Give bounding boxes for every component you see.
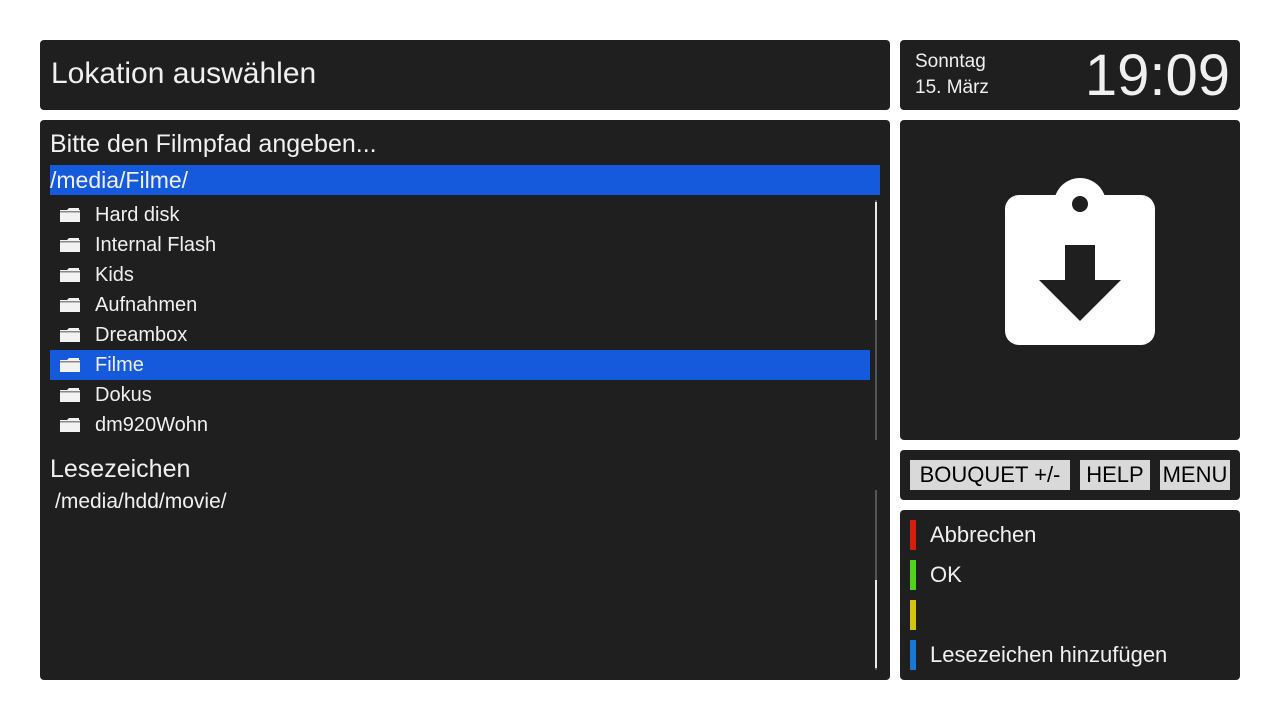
folder-row[interactable]: Filme <box>50 350 870 380</box>
clock-day: Sonntag <box>915 51 986 72</box>
prompt: Bitte den Filmpfad angeben... <box>50 130 377 158</box>
color-button-panel: Abbrechen OK Lesezeichen hinzufügen <box>900 510 1240 680</box>
folder-label: dm920Wohn <box>95 414 209 436</box>
folder-row[interactable]: Dokus <box>50 380 870 410</box>
folder-icon <box>60 298 80 312</box>
folder-icon <box>60 358 80 372</box>
scrollbar-thumb <box>875 202 877 320</box>
color-label[interactable]: OK <box>930 562 962 587</box>
folder-label: Internal Flash <box>95 234 217 256</box>
key-hint: MENU <box>1160 460 1230 490</box>
current-path: /media/Filme/ <box>50 165 880 195</box>
clock-time: 19:09 <box>1084 43 1230 108</box>
folder-label: Hard disk <box>95 204 180 226</box>
folder-icon <box>60 388 80 402</box>
icon-panel <box>900 120 1240 440</box>
folder-row[interactable]: Dreambox <box>50 320 870 350</box>
location-panel: Bitte den Filmpfad angeben... /media/Fil… <box>40 120 890 680</box>
screen-title: Lokation auswählen <box>51 57 317 90</box>
folder-icon <box>60 268 80 282</box>
folder-label: Filme <box>95 354 144 376</box>
clock-panel: Sonntag 15. März 19:09 <box>900 40 1240 110</box>
scrollbar-track <box>875 200 877 440</box>
bookmark-item[interactable]: /media/hdd/movie/ <box>55 490 227 513</box>
location-icon <box>1005 178 1155 345</box>
folder-row[interactable]: Internal Flash <box>50 230 870 260</box>
color-label[interactable]: Lesezeichen hinzufügen <box>930 642 1168 667</box>
color-bar <box>910 600 916 630</box>
color-bar <box>910 520 916 550</box>
key-hint: HELP <box>1080 460 1150 490</box>
clock-date: 15. März <box>915 77 989 98</box>
color-bar <box>910 560 916 590</box>
folder-row[interactable]: Aufnahmen <box>50 290 870 320</box>
folder-icon <box>60 238 80 252</box>
folder-label: Kids <box>95 264 134 286</box>
scrollbar-thumb <box>875 580 877 668</box>
folder-label: Dokus <box>95 384 152 406</box>
header-panel: Lokation auswählen <box>40 40 890 110</box>
key-hint: BOUQUET +/- <box>910 460 1070 490</box>
folder-row[interactable]: dm920Wohn <box>50 410 870 440</box>
folder-label: Aufnahmen <box>95 294 198 316</box>
folder-icon <box>60 208 80 222</box>
color-bar <box>910 640 916 670</box>
key-panel: BOUQUET +/- HELP MENU <box>900 450 1240 500</box>
folder-row[interactable]: Hard disk <box>50 200 870 230</box>
folder-icon <box>60 328 80 342</box>
folder-row[interactable]: Kids <box>50 260 870 290</box>
folder-label: Dreambox <box>95 324 188 346</box>
bookmarks-title: Lesezeichen <box>50 455 191 483</box>
folder-icon <box>60 418 80 432</box>
color-label[interactable]: Abbrechen <box>930 522 1037 547</box>
